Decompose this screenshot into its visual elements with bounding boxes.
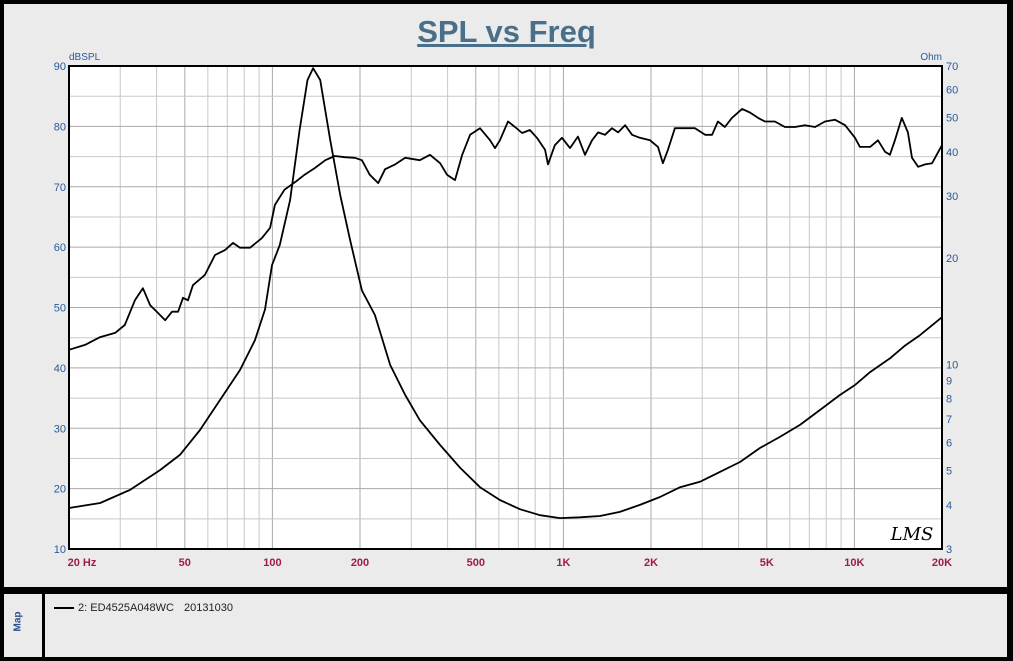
x-tick-label: 20K xyxy=(932,557,952,569)
y-tick-label: 80 xyxy=(54,121,66,133)
y-tick-label: 40 xyxy=(54,363,66,375)
y2-axis-label: Ohm xyxy=(920,52,942,63)
legend-item[interactable]: 2: ED4525A048WC 20131030 xyxy=(54,602,233,614)
y2-tick-label: 70 xyxy=(946,61,958,73)
y2-tick-label: 50 xyxy=(946,113,958,125)
y2-tick-label: 8 xyxy=(946,394,952,406)
legend-date: 20131030 xyxy=(184,602,233,614)
map-label: Map xyxy=(12,611,24,632)
map-tab[interactable]: Map xyxy=(4,594,45,657)
y-tick-label: 10 xyxy=(54,544,66,556)
x-tick-label: 5K xyxy=(760,557,774,569)
y2-tick-label: 4 xyxy=(946,500,952,512)
x-tick-label: 50 xyxy=(179,557,191,569)
x-tick-label: 10K xyxy=(844,557,864,569)
x-tick-label: 20 Hz xyxy=(68,557,97,569)
y-tick-label: 90 xyxy=(54,61,66,73)
x-tick-label: 2K xyxy=(644,557,658,569)
y-tick-label: 30 xyxy=(54,423,66,435)
x-tick-label: 500 xyxy=(467,557,485,569)
y-axis-label: dBSPL xyxy=(69,52,101,63)
y2-tick-label: 9 xyxy=(946,376,952,388)
x-tick-label: 200 xyxy=(351,557,369,569)
y2-tick-label: 30 xyxy=(946,191,958,203)
y-tick-label: 60 xyxy=(54,242,66,254)
y2-tick-label: 10 xyxy=(946,359,958,371)
legend-entry: 2: ED4525A048WC xyxy=(78,602,174,614)
x-tick-label: 100 xyxy=(263,557,281,569)
y-tick-label: 70 xyxy=(54,182,66,194)
y2-tick-label: 60 xyxy=(946,85,958,97)
y-tick-label: 50 xyxy=(54,303,66,315)
y2-tick-label: 5 xyxy=(946,466,952,478)
spl-curve xyxy=(68,108,943,351)
x-tick-label: 1K xyxy=(556,557,570,569)
impedance-curve xyxy=(68,67,943,519)
y2-tick-label: 7 xyxy=(946,414,952,426)
legend-panel: Map 2: ED4525A048WC 20131030 xyxy=(4,594,1007,657)
spl-impedance-chart: 20 Hz 50 100 200 500 1K 2K 5K 10K 20K 10 20 30 40 50 60… xyxy=(54,52,959,569)
chart-title: SPL vs Freq xyxy=(417,14,596,49)
y2-tick-label: 40 xyxy=(946,147,958,159)
legend-swatch xyxy=(54,607,74,609)
y2-tick-label: 6 xyxy=(946,438,952,450)
y-tick-label: 20 xyxy=(54,484,66,496)
y2-tick-label: 3 xyxy=(946,544,952,556)
lms-logo: LMS xyxy=(890,524,934,545)
plot-border xyxy=(68,65,943,550)
y2-tick-label: 20 xyxy=(946,253,958,265)
